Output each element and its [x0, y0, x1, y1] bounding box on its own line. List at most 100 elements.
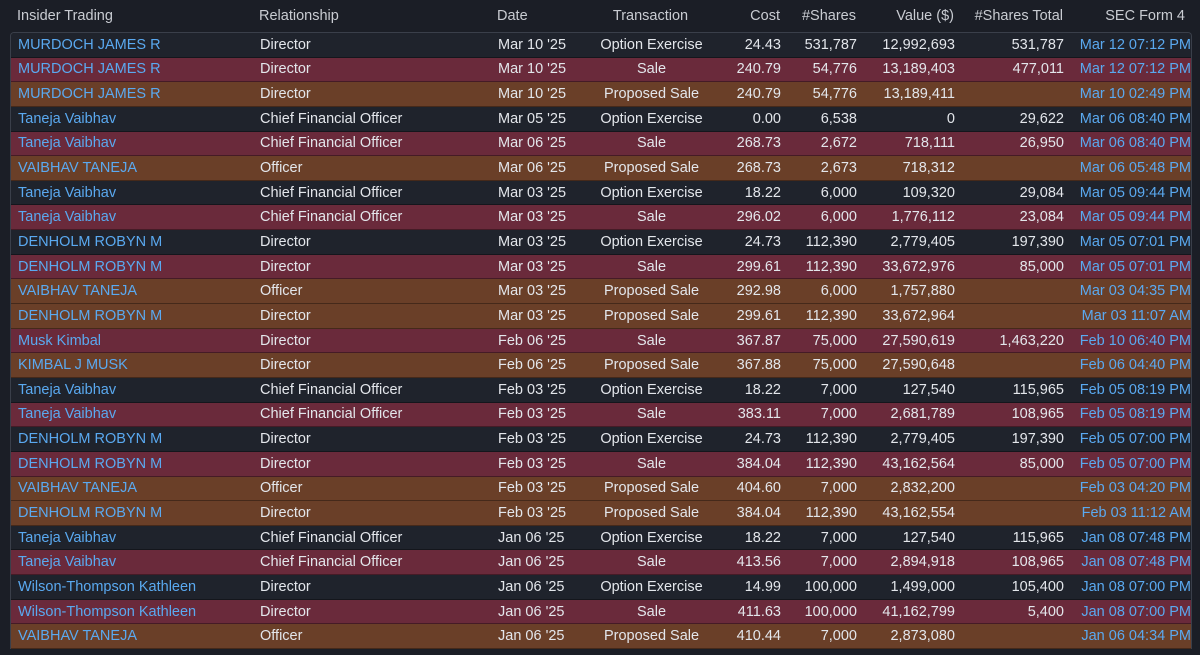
- sec-form-link[interactable]: Jan 08 07:00 PM: [1081, 603, 1191, 620]
- value-cell: 127,540: [902, 381, 955, 398]
- shares-total-cell: 197,390: [1011, 431, 1064, 448]
- col-header-sec-form-4[interactable]: SEC Form 4: [1105, 8, 1185, 24]
- sec-form-link[interactable]: Feb 06 04:40 PM: [1079, 357, 1191, 374]
- transaction-cell: Proposed Sale: [603, 628, 700, 645]
- sec-form-link[interactable]: Feb 05 07:00 PM: [1079, 431, 1191, 448]
- sec-form-link[interactable]: Mar 06 08:40 PM: [1079, 135, 1191, 152]
- relationship-cell: Director: [260, 233, 311, 250]
- insider-link[interactable]: Taneja Vaibhav: [18, 554, 117, 571]
- table-row: DENHOLM ROBYN M Director Mar 03 '25 Sale 299…: [11, 254, 1191, 280]
- date-cell: Mar 03 '25: [498, 184, 567, 201]
- transaction-cell: Option Exercise: [600, 110, 703, 127]
- insider-link[interactable]: VAIBHAV TANEJA: [18, 480, 137, 497]
- date-cell: Mar 03 '25: [498, 233, 567, 250]
- col-header-relationship[interactable]: Relationship: [259, 8, 339, 24]
- insider-link[interactable]: MURDOCH JAMES R: [18, 61, 161, 78]
- shares-cell: 7,000: [820, 381, 857, 398]
- insider-link[interactable]: DENHOLM ROBYN M: [18, 455, 163, 472]
- insider-link[interactable]: DENHOLM ROBYN M: [18, 307, 163, 324]
- sec-form-link[interactable]: Feb 05 08:19 PM: [1079, 406, 1191, 423]
- insider-link[interactable]: Taneja Vaibhav: [18, 406, 117, 423]
- sec-form-link[interactable]: Mar 12 07:12 PM: [1079, 36, 1191, 53]
- insider-link[interactable]: Wilson-Thompson Kathleen: [18, 603, 197, 620]
- insider-trades-table: MURDOCH JAMES R Director Mar 10 '25 Option …: [10, 32, 1192, 650]
- table-row: Taneja Vaibhav Chief Financial Officer Mar…: [11, 205, 1191, 231]
- value-cell: 1,757,880: [890, 283, 955, 300]
- insider-link[interactable]: DENHOLM ROBYN M: [18, 431, 163, 448]
- value-cell: 2,894,918: [890, 554, 955, 571]
- insider-link[interactable]: Musk Kimbal: [18, 332, 101, 349]
- insider-link[interactable]: DENHOLM ROBYN M: [18, 258, 163, 275]
- value-cell: 43,162,564: [882, 455, 955, 472]
- cost-cell: 18.22: [744, 381, 781, 398]
- date-cell: Mar 03 '25: [498, 307, 567, 324]
- relationship-cell: Director: [260, 332, 311, 349]
- shares-cell: 6,000: [820, 209, 857, 226]
- insider-link[interactable]: MURDOCH JAMES R: [18, 86, 161, 103]
- shares-cell: 2,672: [820, 135, 857, 152]
- table-row: VAIBHAV TANEJA Officer Feb 03 '25 Proposed …: [11, 476, 1191, 502]
- shares-cell: 112,390: [805, 307, 857, 324]
- cost-cell: 383.11: [737, 406, 781, 423]
- sec-form-link[interactable]: Mar 05 07:01 PM: [1079, 258, 1191, 275]
- transaction-cell: Proposed Sale: [603, 160, 700, 177]
- date-cell: Mar 03 '25: [498, 209, 567, 226]
- sec-form-link[interactable]: Feb 03 11:12 AM: [1081, 504, 1191, 521]
- sec-form-link[interactable]: Feb 10 06:40 PM: [1079, 332, 1191, 349]
- insider-link[interactable]: Taneja Vaibhav: [18, 110, 117, 127]
- insider-link[interactable]: Taneja Vaibhav: [18, 529, 117, 546]
- shares-cell: 7,000: [820, 480, 857, 497]
- insider-link[interactable]: Taneja Vaibhav: [18, 184, 117, 201]
- shares-cell: 112,390: [805, 431, 857, 448]
- value-cell: 718,312: [902, 160, 955, 177]
- sec-form-link[interactable]: Feb 05 08:19 PM: [1079, 381, 1191, 398]
- date-cell: Mar 10 '25: [498, 86, 567, 103]
- col-header-transaction[interactable]: Transaction: [612, 8, 689, 24]
- cost-cell: 367.88: [736, 357, 781, 374]
- shares-total-cell: 105,400: [1011, 578, 1064, 595]
- insider-link[interactable]: VAIBHAV TANEJA: [18, 628, 137, 645]
- sec-form-link[interactable]: Jan 08 07:00 PM: [1081, 578, 1191, 595]
- insider-link[interactable]: Taneja Vaibhav: [18, 209, 117, 226]
- sec-form-link[interactable]: Feb 05 07:00 PM: [1079, 455, 1191, 472]
- transaction-cell: Sale: [636, 209, 667, 226]
- sec-form-link[interactable]: Feb 03 04:20 PM: [1079, 480, 1191, 497]
- insider-link[interactable]: VAIBHAV TANEJA: [18, 160, 137, 177]
- col-header-date[interactable]: Date: [497, 8, 528, 24]
- sec-form-link[interactable]: Mar 05 07:01 PM: [1079, 233, 1191, 250]
- insider-link[interactable]: Taneja Vaibhav: [18, 135, 117, 152]
- col-header-value[interactable]: Value ($): [896, 8, 954, 24]
- relationship-cell: Director: [260, 61, 311, 78]
- value-cell: 0: [946, 110, 955, 127]
- sec-form-link[interactable]: Jan 08 07:48 PM: [1081, 554, 1191, 571]
- value-cell: 27,590,619: [882, 332, 955, 349]
- transaction-cell: Option Exercise: [600, 431, 703, 448]
- sec-form-link[interactable]: Jan 08 07:48 PM: [1081, 529, 1191, 546]
- shares-cell: 112,390: [805, 455, 857, 472]
- sec-form-link[interactable]: Mar 03 11:07 AM: [1081, 307, 1191, 324]
- insider-link[interactable]: KIMBAL J MUSK: [18, 357, 128, 374]
- col-header-insider[interactable]: Insider Trading: [17, 8, 113, 24]
- date-cell: Feb 03 '25: [498, 455, 567, 472]
- insider-link[interactable]: Wilson-Thompson Kathleen: [18, 578, 197, 595]
- sec-form-link[interactable]: Jan 06 04:34 PM: [1081, 628, 1191, 645]
- sec-form-link[interactable]: Mar 10 02:49 PM: [1079, 86, 1191, 103]
- relationship-cell: Director: [260, 603, 311, 620]
- col-header-shares-total[interactable]: #Shares Total: [974, 8, 1063, 24]
- sec-form-link[interactable]: Mar 12 07:12 PM: [1079, 61, 1191, 78]
- sec-form-link[interactable]: Mar 06 05:48 PM: [1079, 160, 1191, 177]
- sec-form-link[interactable]: Mar 03 04:35 PM: [1079, 283, 1191, 300]
- insider-link[interactable]: VAIBHAV TANEJA: [18, 283, 137, 300]
- sec-form-link[interactable]: Mar 05 09:44 PM: [1079, 184, 1191, 201]
- insider-link[interactable]: DENHOLM ROBYN M: [18, 504, 163, 521]
- sec-form-link[interactable]: Mar 06 08:40 PM: [1079, 110, 1191, 127]
- col-header-cost[interactable]: Cost: [750, 8, 780, 24]
- cost-cell: 410.44: [736, 628, 781, 645]
- insider-link[interactable]: Taneja Vaibhav: [18, 381, 117, 398]
- shares-total-cell: 29,084: [1019, 184, 1064, 201]
- insider-link[interactable]: MURDOCH JAMES R: [18, 36, 161, 53]
- col-header-shares[interactable]: #Shares: [801, 8, 856, 24]
- sec-form-link[interactable]: Mar 05 09:44 PM: [1079, 209, 1191, 226]
- insider-link[interactable]: DENHOLM ROBYN M: [18, 233, 163, 250]
- shares-total-cell: 5,400: [1027, 603, 1064, 620]
